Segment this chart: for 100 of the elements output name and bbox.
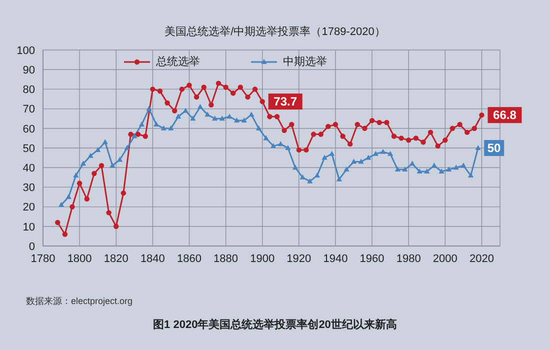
x-tick-label: 1960 [360,252,384,265]
point [406,138,412,143]
point [226,114,232,119]
y-tick-label: 30 [22,182,35,194]
x-tick-label: 1940 [323,252,348,265]
point [369,118,375,124]
point [362,126,368,131]
y-tick-label: 70 [22,104,35,116]
point [160,125,166,130]
point [70,204,75,210]
point [278,141,284,146]
point [128,132,134,137]
point [340,134,346,139]
point [289,122,294,128]
point [332,122,338,128]
point [88,152,94,158]
point [354,122,360,128]
point [175,114,182,119]
point [388,150,394,156]
point [114,224,119,229]
point [230,90,236,96]
point [138,121,145,126]
point [62,232,68,237]
point [398,136,404,141]
point [190,116,196,121]
point [267,114,272,120]
point [326,124,331,130]
point [179,86,185,92]
point [336,176,342,182]
x-tick-label: 1800 [67,252,92,265]
point [120,190,126,196]
point [424,168,430,174]
point [124,145,130,150]
point [464,130,470,135]
point [172,108,178,114]
point [223,84,228,90]
point [304,147,309,153]
point [98,163,104,168]
point [344,166,350,172]
data-label: 50 [487,141,502,155]
point [201,84,206,90]
source-note: 数据来源：electproject.org [26,295,133,308]
point [442,138,448,143]
point [204,112,210,117]
point [102,139,108,144]
point [431,162,437,168]
point [245,94,250,100]
point [260,98,265,104]
point [310,132,316,137]
x-tick-label: 2020 [469,252,494,265]
point [194,94,200,100]
point [380,148,386,154]
point [409,160,416,166]
legend-label: 总统选举 [156,54,200,69]
point [150,86,156,92]
point [212,116,218,121]
point [186,82,192,88]
point [292,164,298,170]
point [435,143,440,149]
point [168,125,174,130]
point [142,134,148,139]
point [66,194,72,199]
x-tick-label: 1880 [214,252,238,265]
point [248,112,254,117]
point [270,143,276,148]
point [285,145,291,150]
point [457,122,462,128]
x-tick-label: 1920 [286,252,312,265]
point [274,114,280,120]
point [402,166,408,172]
point [384,120,390,126]
point [157,88,163,94]
x-tick-label: 1840 [140,252,165,265]
point [197,104,204,109]
point [416,168,422,174]
point [446,166,452,172]
point [391,134,397,139]
point [348,141,353,147]
y-tick-label: 50 [22,142,35,155]
point [438,168,444,174]
data-label: 66.8 [493,108,517,122]
point [234,118,240,123]
point [329,150,335,156]
point [76,180,82,186]
point [376,120,382,126]
point [252,86,258,92]
point [263,135,269,140]
y-tick-label: 90 [22,64,35,77]
point [135,132,141,137]
point [241,118,247,123]
caption: 图1 2020年美国总统选举投票率创20世纪以来新高 [152,317,398,332]
point [307,178,313,184]
point [318,132,324,137]
chart-title: 美国总统选举/中期选举投票率（1789-2020） [164,24,386,39]
point [350,158,357,164]
point [58,202,64,207]
x-tick-label: 2000 [432,252,458,265]
legend-label: 中期选举 [283,54,327,69]
point [55,220,60,226]
point [84,196,90,202]
